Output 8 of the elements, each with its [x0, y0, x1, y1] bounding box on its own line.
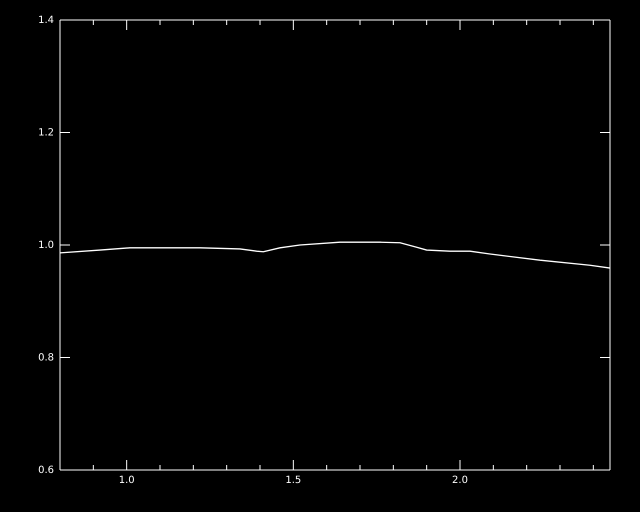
x-tick-label: 1.0 [118, 475, 135, 486]
y-tick-label: 0.6 [38, 465, 54, 476]
y-tick-label: 0.8 [38, 352, 54, 364]
x-tick-label: 1.5 [285, 475, 302, 486]
y-tick-label: 1.4 [38, 15, 54, 26]
y-tick-label: 1.2 [38, 128, 54, 139]
y-tick-label: 1.0 [38, 240, 54, 252]
x-tick-label: 2.0 [452, 475, 468, 486]
